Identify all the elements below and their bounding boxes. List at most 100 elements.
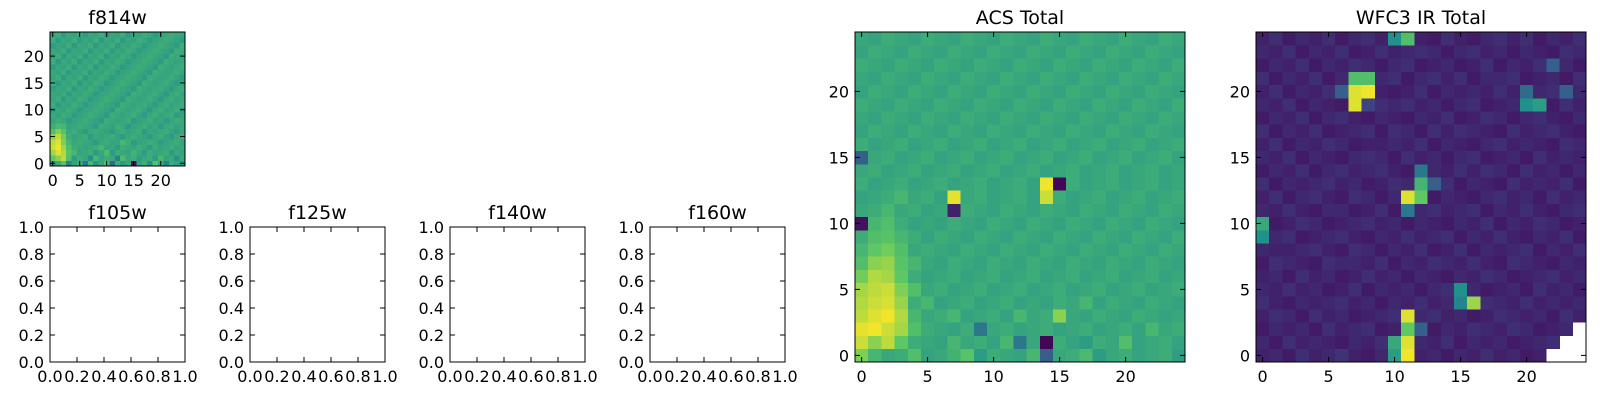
heatmap-cell <box>1282 190 1296 204</box>
heatmap-cell <box>179 117 186 124</box>
heatmap-cell <box>136 32 143 38</box>
heatmap-cell <box>125 133 132 140</box>
heatmap-cell <box>1546 111 1560 125</box>
heatmap-cell <box>1105 45 1120 59</box>
heatmap-cell <box>125 69 132 76</box>
heatmap-cell <box>1039 335 1054 350</box>
heatmap-cell <box>1295 348 1310 363</box>
heatmap-cell <box>1132 190 1146 204</box>
heatmap-cell <box>1158 203 1173 218</box>
heatmap-cell <box>1440 309 1455 323</box>
heatmap-cell <box>163 133 170 140</box>
heatmap-cell <box>163 69 170 76</box>
heatmap-cell <box>77 90 83 97</box>
heatmap-cell <box>987 177 1001 191</box>
heatmap-cell <box>1119 177 1133 191</box>
heatmap-cell <box>71 107 78 113</box>
heatmap-cell <box>868 58 882 72</box>
heatmap-cell <box>1026 282 1041 297</box>
heatmap-cell <box>82 128 89 135</box>
heatmap-cells <box>1256 32 1587 363</box>
heatmap-cell <box>1427 164 1442 178</box>
heatmap-cell <box>71 90 78 97</box>
heatmap-cell <box>1374 111 1389 125</box>
heatmap-cell <box>1546 150 1560 165</box>
heatmap-cell <box>921 124 935 138</box>
heatmap-cell <box>104 53 110 60</box>
heatmap-cell <box>82 90 89 97</box>
heatmap-cell <box>93 144 99 151</box>
heatmap-cell <box>1053 84 1067 99</box>
heatmap-cell <box>109 107 116 113</box>
heatmap-cell <box>921 98 935 112</box>
heatmap-cell <box>1132 269 1146 284</box>
heatmap-cell <box>1559 150 1574 165</box>
heatmap-cell <box>1026 58 1041 72</box>
x-tick-label: 10 <box>983 367 1003 386</box>
heatmap-cell <box>158 107 164 113</box>
heatmap-cell <box>158 155 164 161</box>
heatmap-cell <box>1322 98 1336 112</box>
heatmap-cell <box>50 64 56 70</box>
heatmap-cell <box>1322 269 1336 284</box>
heatmap-cell <box>934 84 948 99</box>
heatmap-cell <box>1145 190 1159 204</box>
heatmap-cell <box>934 98 948 112</box>
heatmap-cell <box>98 149 105 156</box>
heatmap-cell <box>1026 230 1041 244</box>
heatmap-cell <box>147 112 153 119</box>
heatmap-cell <box>1039 309 1054 323</box>
x-tick-label: 0.4 <box>491 367 516 386</box>
heatmap-cell <box>1171 111 1186 125</box>
heatmap-cell <box>1520 216 1534 231</box>
heatmap-cell <box>921 190 935 204</box>
heatmap-cell <box>109 85 116 92</box>
heatmap-cell <box>1119 58 1133 72</box>
heatmap-cell <box>1171 322 1186 336</box>
heatmap-cell <box>1256 309 1270 323</box>
heatmap-cell <box>1480 203 1494 218</box>
heatmap-cell <box>131 42 137 49</box>
heatmap-cell <box>1440 322 1455 336</box>
heatmap-cell <box>855 256 869 270</box>
y-tick-label: 5 <box>839 280 849 299</box>
heatmap-cell <box>1256 348 1270 363</box>
heatmap-cell <box>1000 32 1014 46</box>
heatmap-cell <box>168 101 175 108</box>
heatmap-cell <box>1493 190 1508 204</box>
heatmap-cell <box>947 269 961 284</box>
heatmap-cell <box>1039 296 1054 310</box>
heatmap-cell <box>1039 190 1054 204</box>
heatmap-cell <box>1066 309 1080 323</box>
heatmap-cell <box>125 107 132 113</box>
heatmap-cell <box>109 128 116 135</box>
heatmap-cell <box>1401 335 1415 350</box>
heatmap-cell <box>1348 58 1362 72</box>
heatmap-cell <box>136 85 143 92</box>
heatmap-cell <box>1520 98 1534 112</box>
heatmap-cell <box>1282 256 1296 270</box>
heatmap-cell <box>104 128 110 135</box>
heatmap-cell <box>152 69 159 76</box>
heatmap-cell <box>1533 230 1547 244</box>
heatmap-cell <box>66 112 72 119</box>
heatmap-cell <box>131 107 137 113</box>
heatmap-cell <box>125 32 132 38</box>
heatmap-cell <box>60 123 67 129</box>
heatmap-cell <box>1335 230 1349 244</box>
heatmap-cell <box>960 348 975 363</box>
heatmap-cell <box>1440 32 1455 46</box>
heatmap-cell <box>174 64 180 70</box>
heatmap-cell <box>1401 71 1415 86</box>
heatmap-cell <box>1145 216 1159 231</box>
heatmap-cell <box>141 139 148 145</box>
heatmap-cell <box>1401 256 1415 270</box>
heatmap-cell <box>131 128 137 135</box>
heatmap-cell <box>82 37 89 44</box>
heatmap-cell <box>1533 177 1547 191</box>
heatmap-cell <box>1171 230 1186 244</box>
heatmap-cell <box>1454 45 1468 59</box>
heatmap-cell <box>1295 150 1310 165</box>
heatmap-cell <box>1066 32 1080 46</box>
